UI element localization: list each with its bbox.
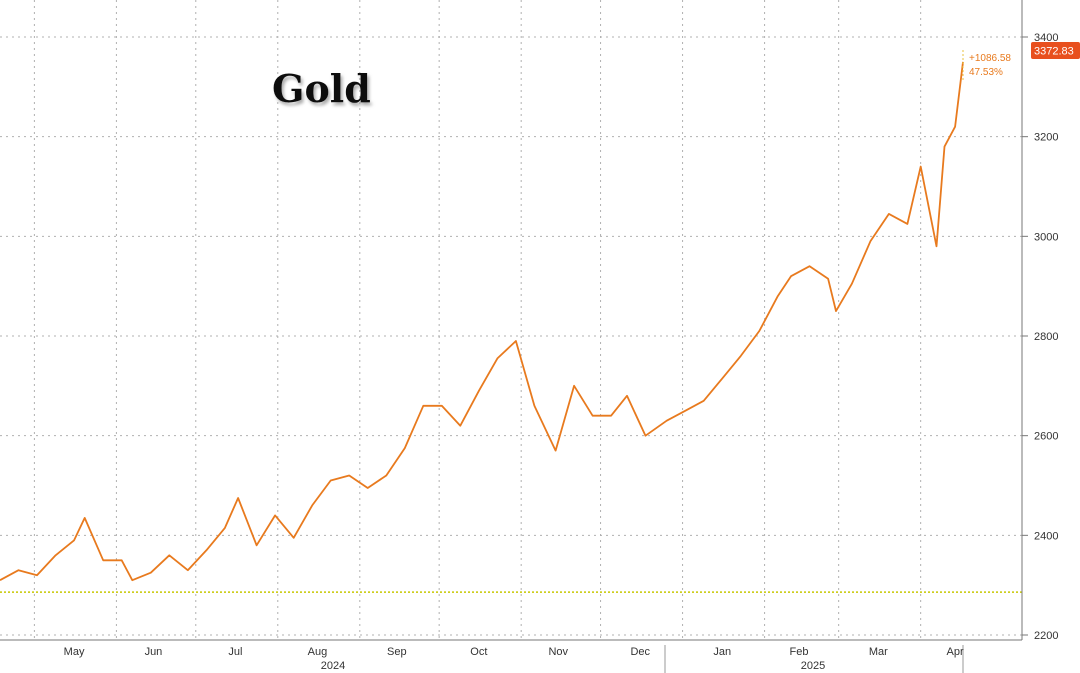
x-month-label: Mar — [869, 646, 888, 658]
horizontal-gridlines — [0, 36, 1022, 636]
y-tick-label: 3400 — [1034, 32, 1058, 44]
x-month-label: Jul — [228, 646, 242, 658]
x-month-label: Jan — [713, 646, 731, 658]
gold-price-line — [0, 61, 964, 582]
y-tick-label: 3000 — [1034, 231, 1058, 243]
x-month-label: May — [64, 646, 85, 658]
x-axis-ticks: May Jun Jul Aug Sep Oct Nov Dec Jan Feb Mar Apr 2024… — [64, 646, 964, 672]
x-month-label: Apr — [947, 646, 964, 658]
chart-title: Gold — [272, 66, 371, 111]
x-month-label: Dec — [630, 646, 650, 658]
change-annotation: +1086.58 — [969, 53, 1011, 64]
x-month-label: Nov — [548, 646, 568, 658]
y-tick-label: 2600 — [1034, 431, 1058, 443]
last-value-label: 3372.83 — [1034, 46, 1074, 58]
y-tick-label: 2800 — [1034, 331, 1058, 343]
x-month-label: Aug — [308, 646, 328, 658]
y-axis-ticks: 2200 2400 2600 2800 3000 3200 3400 — [1022, 32, 1058, 642]
vertical-gridlines — [33, 0, 922, 640]
x-year-label: 2025 — [801, 660, 825, 672]
x-year-label: 2024 — [321, 660, 345, 672]
x-month-label: Oct — [470, 646, 487, 658]
change-pct-annotation: 47.53% — [969, 67, 1003, 78]
y-tick-label: 2200 — [1034, 630, 1058, 642]
x-month-label: Jun — [145, 646, 163, 658]
x-month-label: Feb — [789, 646, 808, 658]
y-tick-label: 3200 — [1034, 132, 1058, 144]
last-value-badge — [1031, 42, 1080, 60]
x-month-label: Sep — [387, 646, 407, 658]
y-tick-label: 2400 — [1034, 530, 1058, 542]
